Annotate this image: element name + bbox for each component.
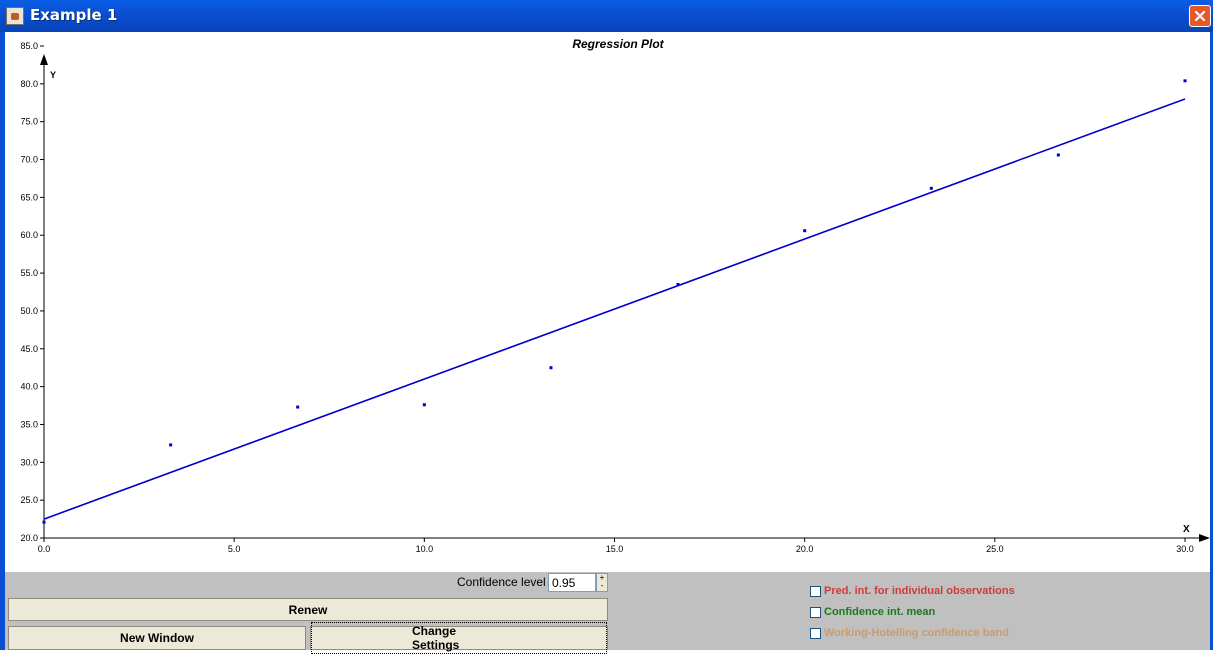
x-axis-label: X [1183,524,1190,535]
data-point [1056,153,1060,157]
change-settings-label: Change Settings [311,622,607,654]
chart-title: Regression Plot [572,37,664,51]
y-tick-label: 45.0 [20,344,38,354]
y-tick-label: 40.0 [20,382,38,392]
y-tick-label: 35.0 [20,419,38,429]
data-point [169,443,173,447]
pred-int-option[interactable]: Pred. int. for individual observations [810,585,1015,597]
confidence-level-label: Confidence level [457,575,546,589]
close-icon [1194,10,1206,22]
working-hotelling-checkbox[interactable] [810,627,821,639]
data-point [422,403,426,407]
data-point [929,186,933,190]
y-tick-label: 30.0 [20,457,38,467]
y-tick-label: 25.0 [20,495,38,505]
window-frame-left [0,32,5,650]
data-point [1183,79,1187,83]
working-hotelling-option[interactable]: Working-Hotelling confidence band [810,627,1009,639]
x-tick-label: 30.0 [1176,544,1194,554]
x-tick-label: 25.0 [986,544,1004,554]
conf-int-mean-checkbox[interactable] [810,606,821,618]
y-tick-label: 65.0 [20,192,38,202]
title-bar[interactable]: Example 1 [0,0,1213,32]
data-point [676,282,680,286]
y-tick-label: 80.0 [20,79,38,89]
confidence-spinner[interactable]: + - [596,573,608,592]
change-settings-button[interactable]: Change Settings [310,622,608,654]
y-tick-label: 50.0 [20,306,38,316]
y-tick-label: 55.0 [20,268,38,278]
window-frame-right [1210,32,1213,650]
spinner-up-icon[interactable]: + [599,573,605,582]
x-axis-arrow-icon [1199,534,1210,542]
y-tick-label: 70.0 [20,155,38,165]
x-tick-label: 15.0 [606,544,624,554]
data-point [803,229,807,233]
y-tick-label: 60.0 [20,230,38,240]
new-window-button[interactable]: New Window [8,626,306,650]
x-tick-label: 0.0 [38,544,51,554]
window-title: Example 1 [30,6,118,24]
plot-canvas: Regression Plot X Y 0.0 5.0 10.0 15.0 20.0 25.0 3… [20,37,1210,554]
x-tick-label: 10.0 [416,544,434,554]
regression-line [43,98,1186,520]
control-panel: Confidence level + - Renew New Window Ch… [5,572,1210,654]
data-point [296,405,300,409]
renew-button[interactable]: Renew [8,598,608,621]
conf-int-mean-option[interactable]: Confidence int. mean [810,606,935,618]
confidence-level-input[interactable] [548,573,596,592]
y-tick-label: 20.0 [20,533,38,543]
y-axis-label: Y [50,70,56,80]
x-tick-label: 5.0 [228,544,241,554]
y-tick-label: 85.0 [20,41,38,51]
pred-int-checkbox[interactable] [810,585,821,597]
close-button[interactable] [1189,5,1211,27]
regression-plot: Regression Plot X Y 0.0 5.0 10.0 15.0 20.0 25.0 3… [5,32,1210,572]
spinner-down-icon[interactable]: - [600,581,604,590]
y-tick-label: 75.0 [20,117,38,127]
conf-int-mean-label: Confidence int. mean [824,606,936,618]
x-tick-label: 20.0 [796,544,814,554]
y-axis-arrow-icon [40,54,48,65]
data-point [42,520,46,524]
working-hotelling-label: Working-Hotelling confidence band [824,627,1009,639]
data-point [549,366,553,370]
pred-int-label: Pred. int. for individual observations [824,585,1015,597]
java-app-icon [6,7,24,25]
